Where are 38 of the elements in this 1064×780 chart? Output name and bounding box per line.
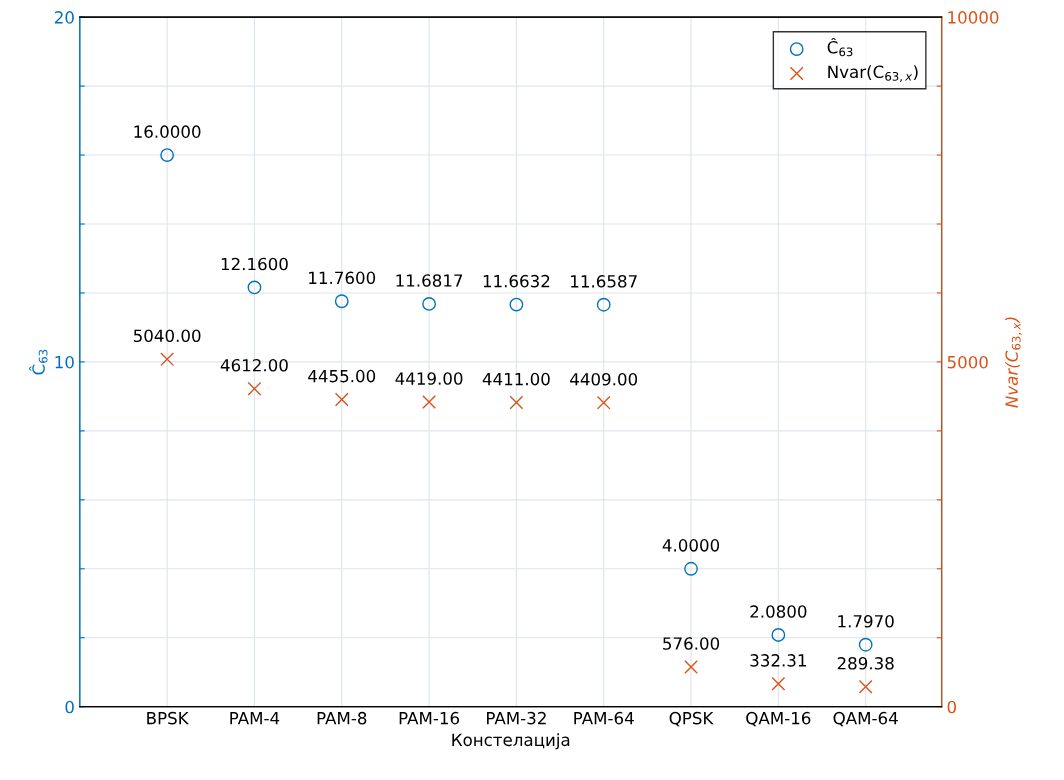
x-tick-label: QAM-16 xyxy=(746,711,811,727)
data-label: 1.7970 xyxy=(838,615,894,628)
data-label: 4419.00 xyxy=(395,372,463,385)
y-tick-label: 0 xyxy=(65,700,74,714)
x-tick-label: QAM-64 xyxy=(833,711,898,727)
data-label: 289.38 xyxy=(837,657,894,670)
legend-label: Nvar(C$_{63,x}$) xyxy=(828,65,918,82)
data-label: 12.1600 xyxy=(221,257,288,271)
data-label: 11.6587 xyxy=(571,275,637,288)
x-tick-label: PAM-64 xyxy=(574,711,634,725)
data-label: 11.6817 xyxy=(396,274,463,287)
x-tick-label: PAM-16 xyxy=(399,711,460,725)
data-label: 4.0000 xyxy=(662,539,720,552)
y-axis-title: Ĉ$_{63}$ xyxy=(29,349,48,375)
data-label: 4455.00 xyxy=(308,369,376,383)
y2-tick-label: 5000 xyxy=(947,355,988,369)
y-tick-label: 10 xyxy=(55,355,74,369)
data-label: 5040.00 xyxy=(133,329,201,343)
x-tick-label: QPSK xyxy=(669,711,714,727)
x-tick-label: BPSK xyxy=(147,711,189,725)
data-label: 4411.00 xyxy=(482,372,550,386)
x-axis-title: Констелација xyxy=(452,733,570,750)
data-label: 332.31 xyxy=(750,654,806,667)
x-tick-label: PAM-8 xyxy=(317,711,367,725)
data-label: 11.7600 xyxy=(309,271,376,285)
x-tick-label: PAM-4 xyxy=(230,712,280,725)
data-label: 576.00 xyxy=(663,637,720,650)
data-label: 11.6632 xyxy=(483,274,550,288)
y-tick-label: 20 xyxy=(54,11,74,24)
x-tick-label: PAM-32 xyxy=(487,711,546,725)
y2-tick-label: 10000 xyxy=(948,11,999,24)
data-label: 4612.00 xyxy=(220,358,288,372)
data-label: 2.0800 xyxy=(750,605,807,618)
y2-tick-label: 0 xyxy=(947,700,956,714)
data-label: 16.0000 xyxy=(134,125,201,138)
legend-label: Ĉ$_{63}$ xyxy=(827,37,853,57)
y2-axis-title: Nvar(C$_{63,x}$) xyxy=(1005,317,1022,408)
data-label: 4409.00 xyxy=(570,372,638,386)
